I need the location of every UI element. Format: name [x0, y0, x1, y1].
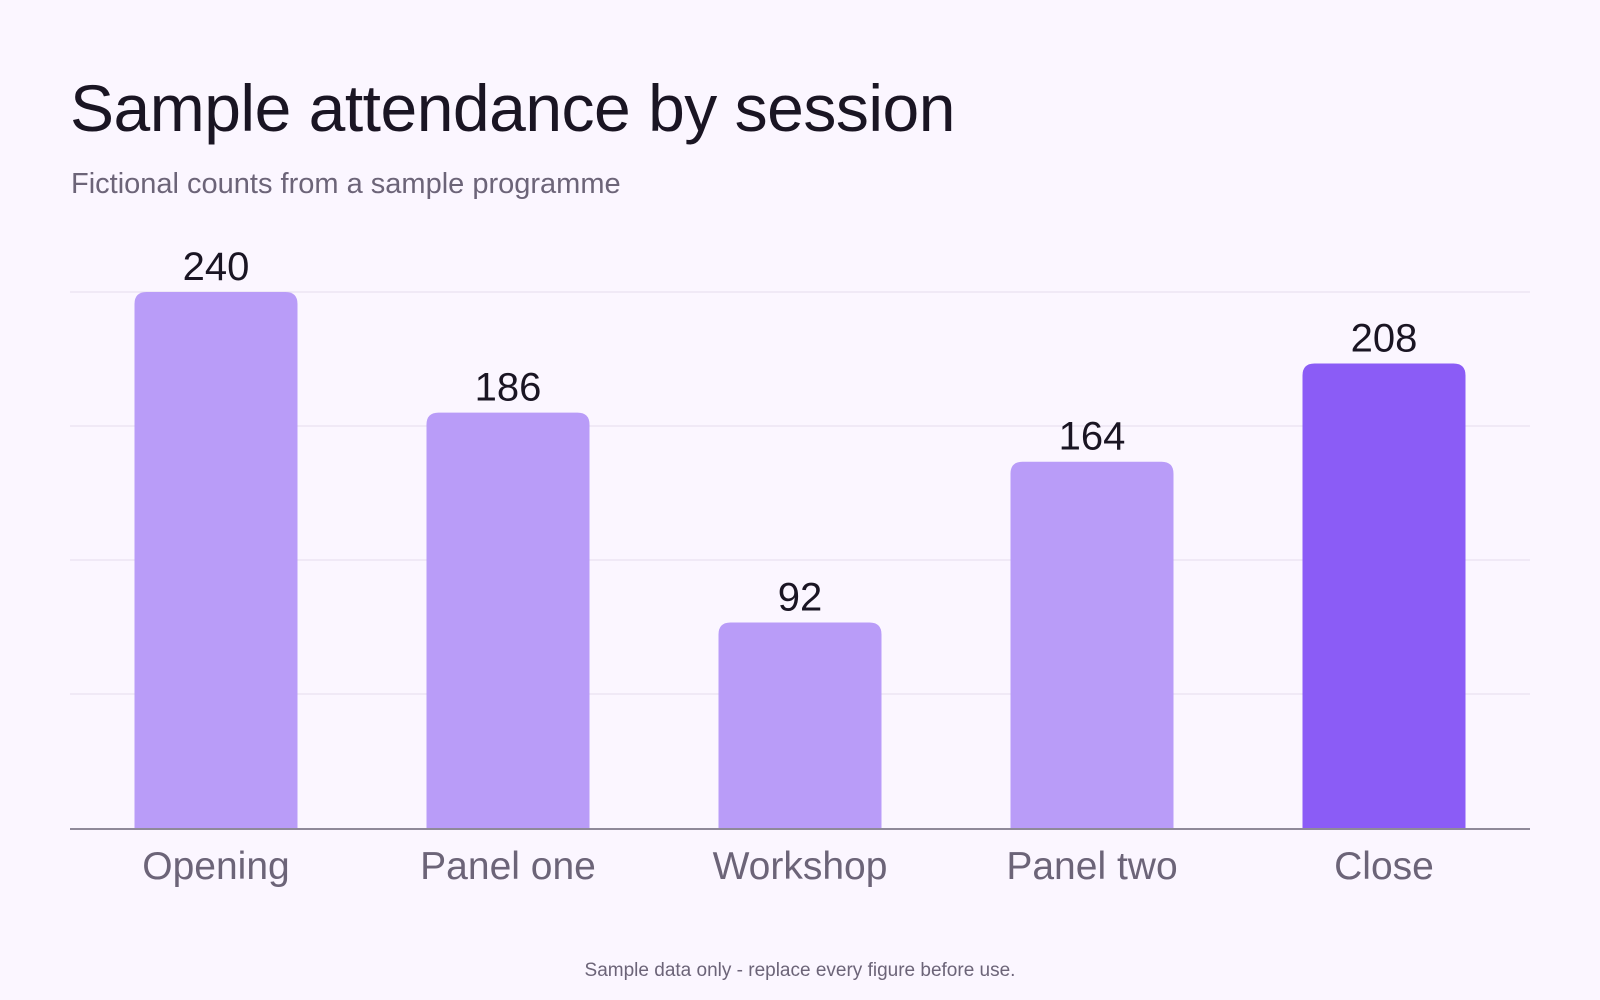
chart-title: Sample attendance by session	[70, 71, 955, 145]
bar-workshop	[718, 622, 882, 828]
value-label: 92	[778, 576, 823, 620]
category-label: Opening	[142, 845, 289, 888]
value-label: 240	[183, 245, 250, 289]
value-label: 208	[1351, 316, 1418, 360]
value-labels: 240 186 92 164 208	[183, 245, 1418, 620]
footnote: Sample data only - replace every figure …	[584, 960, 1016, 981]
bar-close	[1302, 363, 1466, 828]
bar-panel-one	[426, 412, 590, 828]
bar-panel-two	[1010, 461, 1174, 828]
value-label: 164	[1059, 415, 1126, 459]
category-label: Panel two	[1006, 845, 1177, 888]
value-label: 186	[475, 366, 542, 410]
bars	[134, 292, 1466, 828]
bar-opening	[134, 292, 298, 828]
category-label: Close	[1334, 845, 1434, 888]
chart-subtitle: Fictional counts from a sample programme	[71, 168, 621, 200]
category-labels: Opening Panel one Workshop Panel two Close	[142, 845, 1434, 888]
category-label: Panel one	[420, 845, 596, 888]
category-label: Workshop	[713, 845, 888, 888]
